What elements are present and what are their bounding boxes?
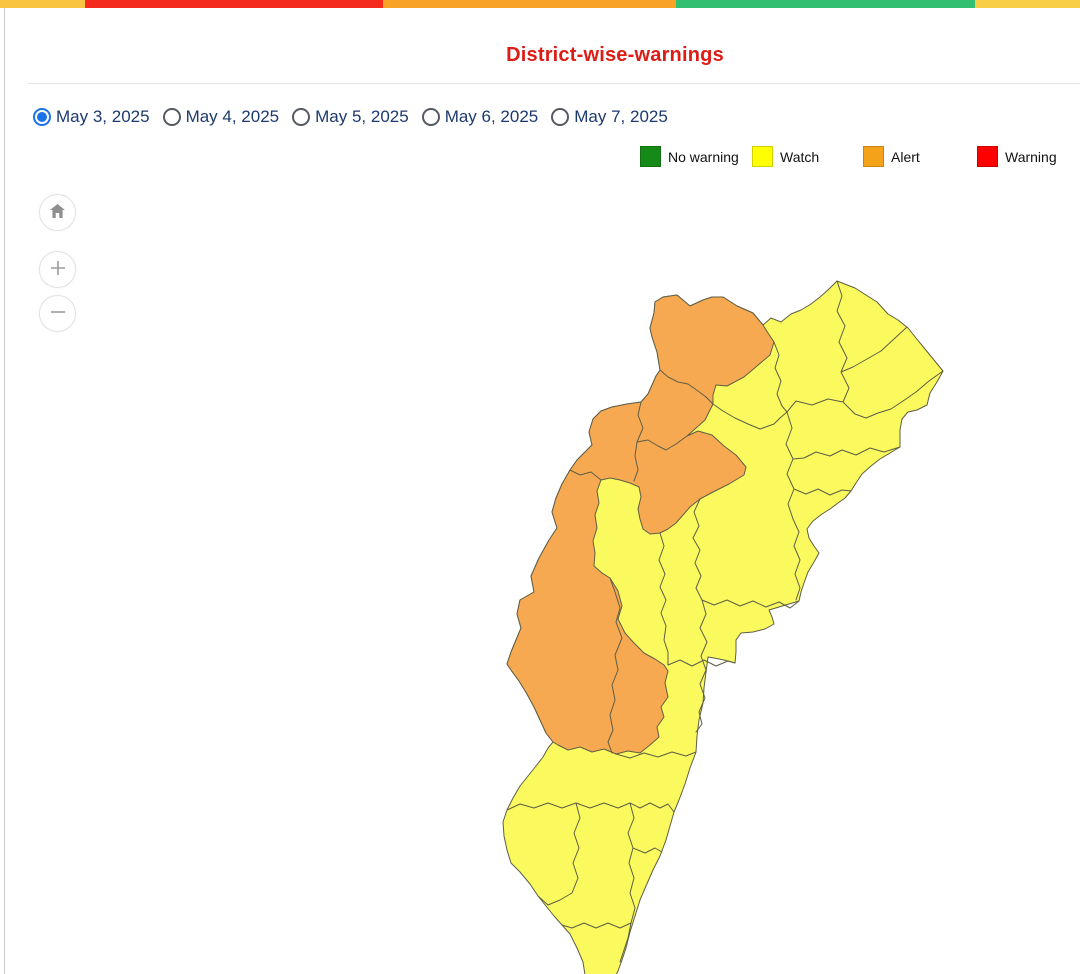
legend-item-watch: Watch [752, 146, 819, 167]
radio-unselected-icon[interactable] [551, 108, 570, 126]
date-radio-option-2[interactable]: May 4, 2025 [162, 106, 280, 128]
stripe-segment-orange [383, 0, 676, 8]
date-radio-label: May 6, 2025 [444, 107, 539, 126]
date-radio-label: May 7, 2025 [574, 107, 668, 126]
stripe-segment-yellow2 [975, 0, 1080, 8]
map-zoom-in-button[interactable] [39, 251, 76, 288]
title-divider [28, 83, 1080, 84]
date-radio-option-1[interactable]: May 3, 2025 [33, 106, 150, 128]
date-radio-option-5[interactable]: May 7, 2025 [551, 106, 668, 128]
district-boundaries-watch [506, 280, 944, 963]
plus-icon [49, 259, 67, 280]
map-zoom-out-button[interactable] [39, 295, 76, 332]
legend-item-no-warning: No warning [640, 146, 739, 167]
radio-unselected-icon[interactable] [162, 108, 181, 126]
stripe-segment-green [676, 0, 975, 8]
date-radio-label: May 5, 2025 [315, 107, 409, 126]
radio-unselected-icon[interactable] [292, 108, 311, 126]
legend-swatch [863, 146, 884, 167]
legend-swatch [640, 146, 661, 167]
date-radio-label: May 4, 2025 [185, 107, 280, 126]
legend-swatch [752, 146, 773, 167]
stripe-segment-yellow [0, 0, 85, 8]
legend-label: Warning [1005, 148, 1057, 165]
date-radio-option-4[interactable]: May 6, 2025 [421, 106, 539, 128]
legend-label: Watch [780, 148, 820, 165]
alert-districts-belt [506, 294, 775, 755]
legend-swatch [977, 146, 998, 167]
page-title: District-wise-warnings [506, 44, 724, 66]
radio-unselected-icon[interactable] [421, 108, 440, 126]
legend-item-alert: Alert [863, 146, 920, 167]
home-icon [49, 203, 66, 222]
minus-icon [49, 303, 67, 324]
warning-legend: No warning Watch Alert Warning [0, 146, 1080, 170]
date-selector: May 3, 2025 May 4, 2025 May 5, 2025 May 6, … [33, 106, 681, 128]
legend-label: Alert [891, 148, 920, 165]
legend-label: No warning [668, 148, 739, 165]
district-boundaries-alert [569, 369, 714, 754]
top-color-stripe [0, 0, 1080, 8]
date-radio-option-3[interactable]: May 5, 2025 [292, 106, 409, 128]
map-home-button[interactable] [39, 194, 76, 231]
page-left-border [4, 8, 5, 974]
legend-item-warning: Warning [977, 146, 1057, 167]
stripe-segment-red [85, 0, 383, 8]
date-radio-label: May 3, 2025 [56, 107, 150, 126]
radio-selected-icon[interactable] [33, 108, 51, 126]
